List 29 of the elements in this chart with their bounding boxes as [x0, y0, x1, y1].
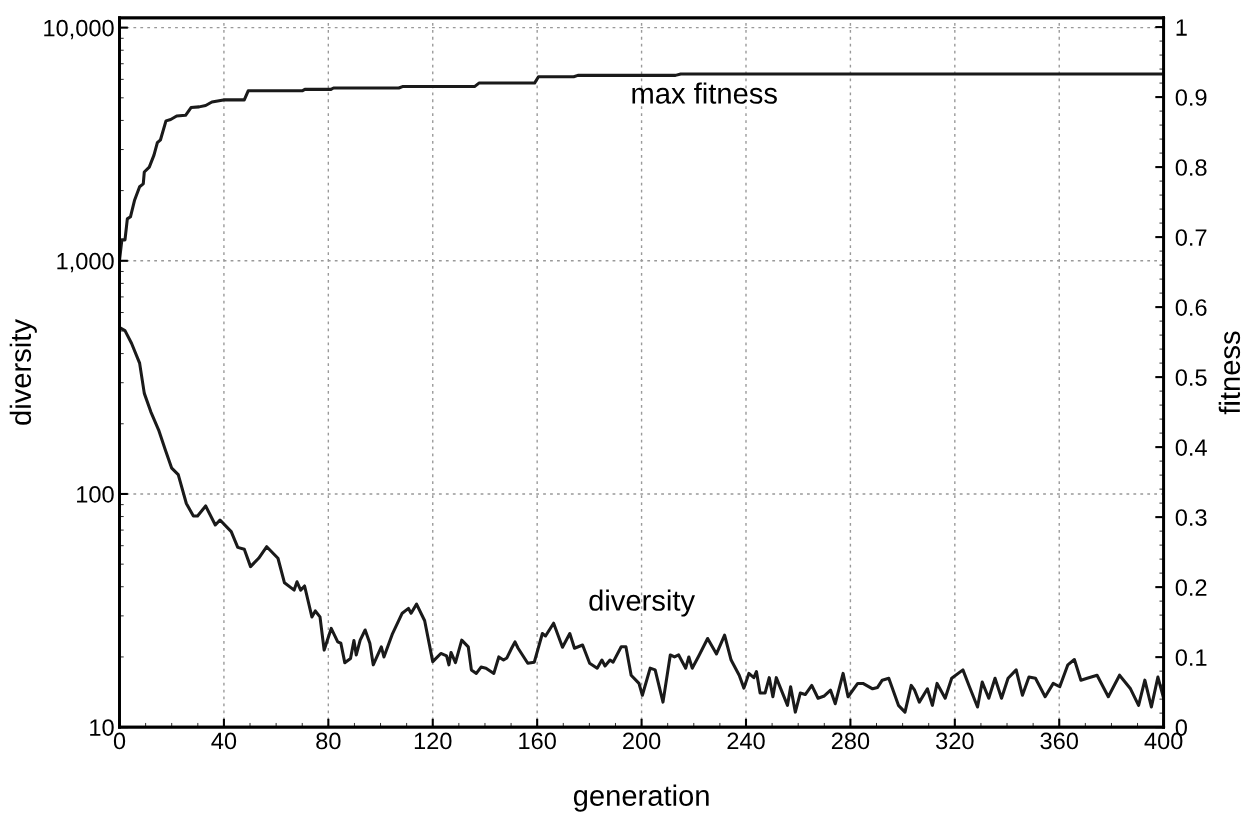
- y-tick-label: 10: [90, 719, 114, 736]
- y2-tick-label: 0.2: [1175, 579, 1207, 596]
- x-tick-label: 240: [727, 732, 765, 750]
- y-tick-label: 100: [77, 486, 114, 503]
- y2-tick-label: 0.9: [1175, 89, 1207, 106]
- y2-tick-label: 0.5: [1175, 369, 1207, 386]
- y-tick-label: 1,000: [57, 252, 114, 273]
- y-axis-title: diversity: [9, 319, 37, 425]
- x-axis-title: generation: [573, 784, 709, 812]
- y2-tick-label: 0.8: [1175, 159, 1207, 176]
- x-tick-label: 80: [316, 732, 341, 750]
- y2-tick-label: 0.6: [1175, 299, 1207, 316]
- y2-tick-label: 0.7: [1175, 229, 1207, 246]
- annotation: diversity: [589, 589, 696, 617]
- y2-axis-title: fitness: [1218, 331, 1241, 415]
- x-tick-label: 360: [1040, 732, 1079, 750]
- x-tick-label: 120: [414, 732, 452, 750]
- x-tick-label: 200: [623, 732, 661, 750]
- y2-tick-label: 0.3: [1175, 509, 1207, 526]
- x-tick-label: 280: [831, 732, 870, 750]
- x-tick-label: 160: [519, 732, 556, 750]
- y2-tick-label: 0.1: [1175, 649, 1207, 666]
- x-tick-label: 320: [936, 732, 974, 750]
- x-tick-label: 40: [211, 732, 237, 750]
- y2-tick-label: 0.4: [1175, 439, 1207, 456]
- y-tick-label: 10,000: [44, 19, 114, 40]
- y2-tick-label: 1: [1176, 19, 1187, 36]
- annotation: max fitness: [632, 82, 777, 104]
- x-tick-label: 0: [113, 732, 126, 750]
